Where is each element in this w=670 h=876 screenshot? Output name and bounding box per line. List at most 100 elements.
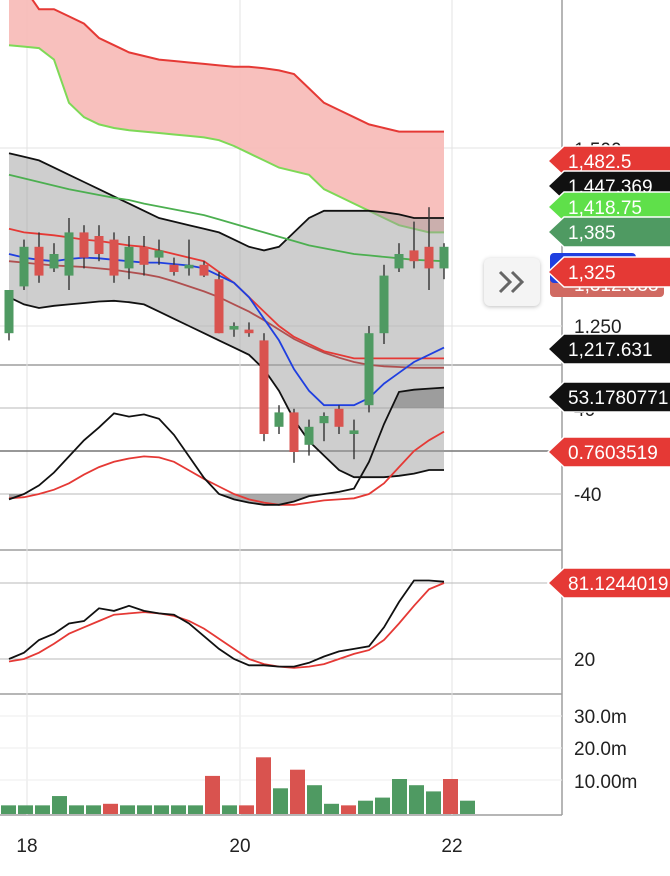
bollinger-band bbox=[8, 152, 444, 479]
candle-body bbox=[274, 412, 284, 427]
volume-bar bbox=[460, 800, 475, 814]
double-chevron-right-icon bbox=[498, 270, 525, 294]
volume-bars bbox=[1, 757, 475, 814]
volume-bar bbox=[205, 775, 220, 814]
candle-body bbox=[169, 264, 179, 272]
candle bbox=[124, 236, 134, 280]
candle bbox=[289, 408, 299, 463]
volume-bar bbox=[239, 805, 254, 814]
candle-body bbox=[229, 326, 239, 330]
scroll-to-latest-button[interactable] bbox=[484, 258, 540, 306]
candle bbox=[154, 239, 164, 265]
candle-body bbox=[244, 329, 254, 334]
candle-body bbox=[199, 264, 209, 276]
volume-bar bbox=[52, 796, 67, 814]
candle-body bbox=[184, 264, 194, 269]
candle-body bbox=[289, 412, 299, 452]
candle bbox=[334, 405, 344, 434]
candle-body bbox=[349, 430, 359, 434]
value-tag: 53.1780771 bbox=[546, 381, 670, 413]
volume-bar bbox=[86, 805, 101, 814]
value-tag-shape bbox=[546, 216, 670, 248]
value-tag-label: 1,385 bbox=[568, 223, 616, 244]
volume-bar bbox=[103, 803, 118, 814]
volume-bar bbox=[273, 788, 288, 814]
volume-bar bbox=[188, 805, 203, 814]
volume-bar bbox=[1, 805, 16, 814]
value-tag-shape bbox=[546, 436, 670, 468]
candle bbox=[109, 232, 119, 283]
value-tag: 1,325 bbox=[546, 256, 670, 288]
candle bbox=[4, 290, 14, 341]
value-tag-label: 1,325 bbox=[568, 263, 616, 284]
price-tick-label: 1,250 bbox=[574, 317, 622, 338]
candle-body bbox=[424, 246, 434, 269]
x-tick-label: 18 bbox=[16, 836, 37, 857]
candle bbox=[139, 236, 149, 276]
volume-bar bbox=[120, 805, 135, 814]
x-tick-label: 22 bbox=[441, 836, 462, 857]
value-tag-shape bbox=[546, 256, 670, 288]
candle-body bbox=[334, 408, 344, 427]
volume-tick-label: 20.0m bbox=[574, 739, 627, 760]
value-tag-shape bbox=[546, 567, 670, 599]
candle bbox=[394, 243, 404, 272]
volume-bar bbox=[341, 805, 356, 814]
volume-bar bbox=[222, 805, 237, 814]
oscillator-1 bbox=[8, 386, 445, 506]
candle bbox=[259, 333, 269, 442]
value-tag: 1,482.5 bbox=[546, 145, 670, 177]
candle-body bbox=[214, 279, 224, 334]
cloud-fill bbox=[9, 0, 444, 233]
candle-body bbox=[109, 239, 119, 276]
osc2-main-line bbox=[8, 579, 445, 668]
value-tag-label: 1,482.5 bbox=[568, 152, 631, 173]
candle-body bbox=[124, 246, 134, 269]
value-tag-label: 81.1244019 bbox=[568, 574, 668, 595]
bollinger-upper-line bbox=[8, 152, 444, 252]
candle bbox=[364, 326, 374, 413]
volume-bar bbox=[154, 805, 169, 814]
value-tag-label: 0.7603519 bbox=[568, 443, 658, 464]
osc1-overbought-fill bbox=[391, 387, 444, 408]
volume-bar bbox=[324, 803, 339, 814]
value-tag-label: 1,217.631 bbox=[568, 340, 653, 361]
candle-body bbox=[34, 246, 44, 276]
candle-body bbox=[379, 275, 389, 334]
candle-body bbox=[64, 232, 74, 276]
osc1-oversold-fill bbox=[9, 494, 324, 505]
price-tags: 81,312.63351,482.51,447.3691,418.751,385… bbox=[546, 145, 670, 599]
candle-body bbox=[49, 254, 59, 269]
candle bbox=[169, 257, 179, 276]
candle bbox=[304, 419, 314, 456]
volume-bar bbox=[426, 791, 441, 814]
cloud-top-line bbox=[31, 0, 444, 133]
volume-bar bbox=[35, 805, 50, 814]
volume-bar bbox=[409, 785, 424, 814]
candle bbox=[379, 264, 389, 344]
candle-body bbox=[94, 236, 104, 254]
volume-bar bbox=[392, 779, 407, 814]
candle bbox=[229, 322, 239, 337]
volume-bar bbox=[358, 800, 373, 814]
candle-body bbox=[4, 290, 14, 334]
candle-body bbox=[139, 246, 149, 265]
osc1-signal-line bbox=[8, 430, 445, 506]
candle-body bbox=[439, 246, 449, 269]
bollinger-fill bbox=[9, 153, 444, 478]
volume-bar bbox=[18, 805, 33, 814]
candle-body bbox=[364, 333, 374, 406]
value-tag-shape bbox=[546, 381, 670, 413]
grid bbox=[0, 0, 563, 816]
candle bbox=[409, 221, 419, 269]
candle-body bbox=[409, 250, 419, 262]
candle bbox=[349, 419, 359, 460]
volume-bar bbox=[307, 785, 322, 814]
oscillator-2 bbox=[8, 579, 445, 669]
volume-bar bbox=[256, 757, 271, 814]
value-tag: 1,217.631 bbox=[546, 333, 670, 365]
volume-bar bbox=[375, 797, 390, 814]
candle bbox=[214, 272, 224, 334]
